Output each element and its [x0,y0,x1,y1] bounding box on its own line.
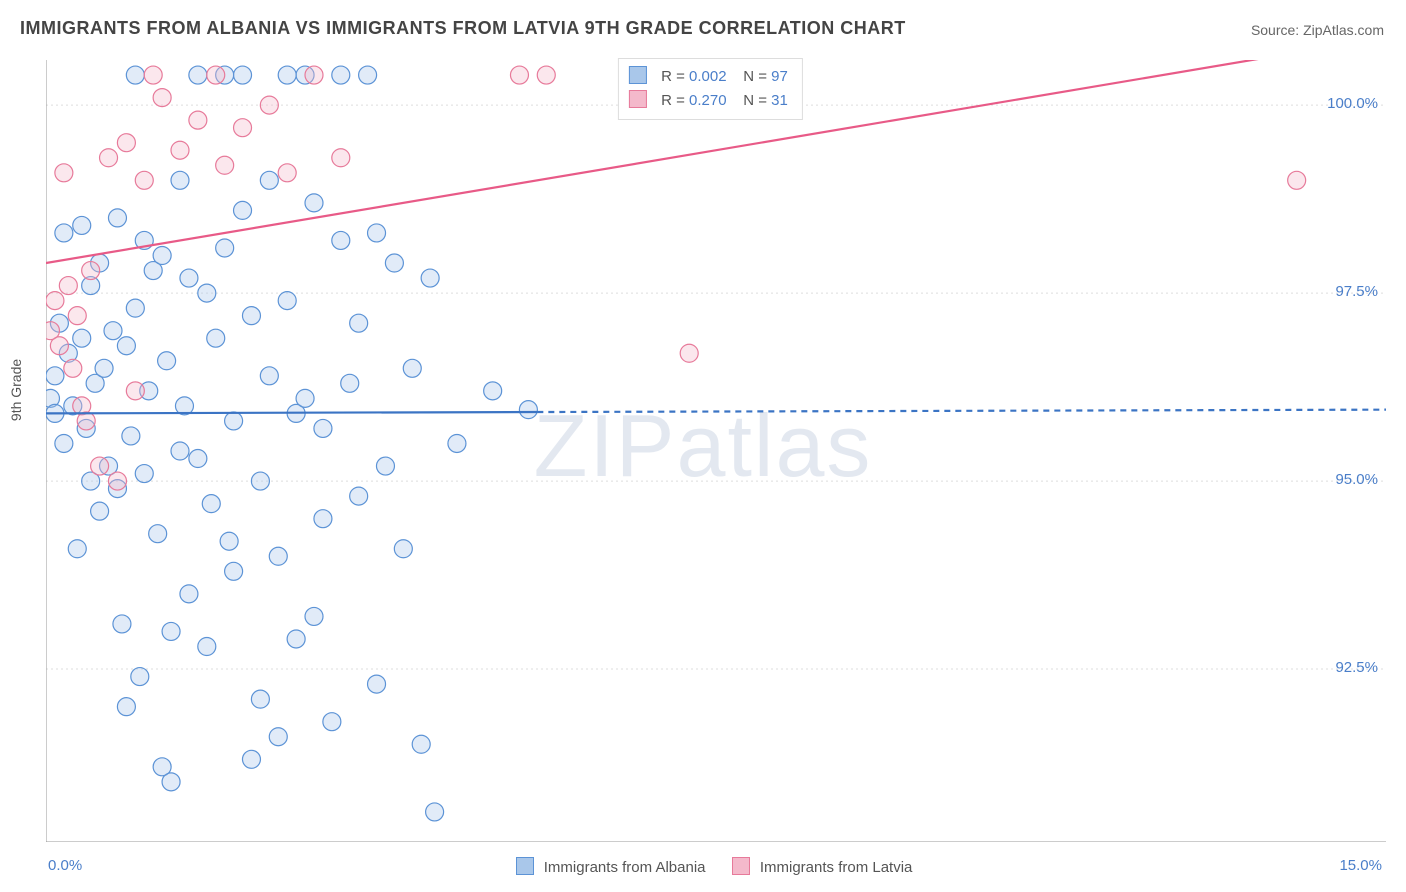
r-value: 0.270 [689,92,727,109]
chart-container: IMMIGRANTS FROM ALBANIA VS IMMIGRANTS FR… [0,0,1406,892]
plot-area [46,60,1386,842]
source-attribution: Source: ZipAtlas.com [1251,22,1384,38]
legend-swatch-albania [516,857,534,875]
source-label: Source: [1251,22,1303,38]
n-value: 97 [771,68,788,85]
r-label: R = [661,68,685,85]
chart-title: IMMIGRANTS FROM ALBANIA VS IMMIGRANTS FR… [20,18,906,39]
legend-swatch-albania [629,66,647,84]
legend-swatch-latvia [629,90,647,108]
stats-legend-row: R = 0.002 N = 97 [629,65,788,89]
scatter-plot-svg [46,60,1386,842]
series-legend: Immigrants from Albania Immigrants from … [0,857,1406,876]
y-axis-tick-label: 95.0% [1335,471,1378,488]
r-label: R = [661,92,685,109]
y-axis-tick-label: 97.5% [1335,283,1378,300]
y-axis-tick-label: 92.5% [1335,659,1378,676]
stats-legend: R = 0.002 N = 97 R = 0.270 N = 31 [618,58,803,120]
n-label: N = [743,92,767,109]
legend-label: Immigrants from Latvia [760,859,913,876]
y-axis-label: 9th Grade [8,359,24,421]
stats-legend-row: R = 0.270 N = 31 [629,89,788,113]
r-value: 0.002 [689,68,727,85]
source-name: ZipAtlas.com [1303,22,1384,38]
n-value: 31 [771,92,788,109]
n-label: N = [743,68,767,85]
legend-swatch-latvia [732,857,750,875]
legend-label: Immigrants from Albania [544,859,706,876]
y-axis-tick-label: 100.0% [1327,95,1378,112]
